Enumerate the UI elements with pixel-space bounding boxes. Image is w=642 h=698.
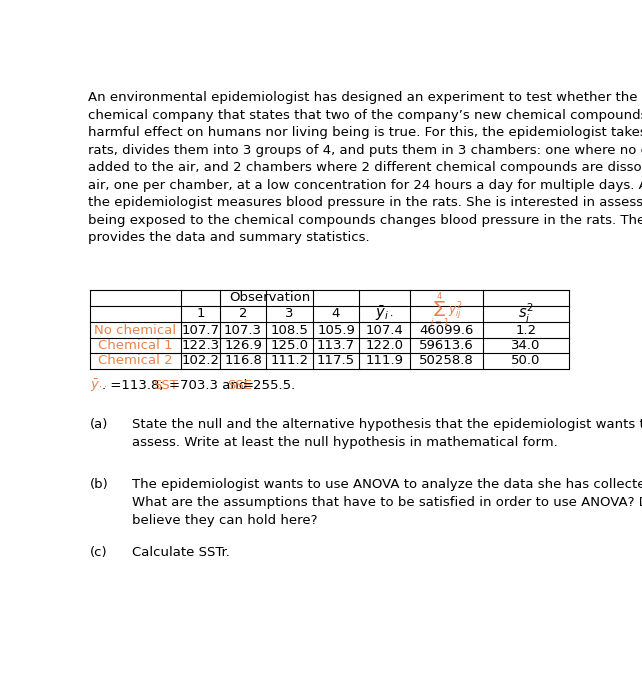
Text: Observation: Observation	[229, 291, 311, 304]
Text: $\bar{y}_{\cdot\cdot}$: $\bar{y}_{\cdot\cdot}$	[89, 378, 107, 394]
Text: 111.2: 111.2	[270, 355, 309, 367]
Text: (c): (c)	[89, 546, 107, 559]
Text: $s_i^2$: $s_i^2$	[518, 302, 534, 325]
Text: 125.0: 125.0	[270, 339, 309, 352]
Text: 126.9: 126.9	[224, 339, 262, 352]
Text: 108.5: 108.5	[270, 324, 308, 336]
Text: 105.9: 105.9	[317, 324, 355, 336]
Text: =703.3 and: =703.3 and	[169, 379, 251, 392]
Text: 113.7: 113.7	[317, 339, 355, 352]
Text: 4: 4	[332, 308, 340, 320]
Text: (a): (a)	[89, 418, 108, 431]
Text: An environmental epidemiologist has designed an experiment to test whether the c: An environmental epidemiologist has desi…	[88, 91, 642, 244]
Text: 107.7: 107.7	[182, 324, 220, 336]
Text: 59613.6: 59613.6	[419, 339, 474, 352]
Text: 3: 3	[285, 308, 294, 320]
Text: 107.3: 107.3	[224, 324, 262, 336]
Text: 50258.8: 50258.8	[419, 355, 474, 367]
Text: 117.5: 117.5	[317, 355, 355, 367]
Text: No chemical: No chemical	[94, 324, 177, 336]
Text: (b): (b)	[89, 478, 108, 491]
Text: $\bar{y}_{i\cdot}$: $\bar{y}_{i\cdot}$	[376, 304, 394, 322]
Text: 1: 1	[196, 308, 205, 320]
Text: =255.5.: =255.5.	[243, 379, 296, 392]
Text: Calculate SSTr.: Calculate SSTr.	[132, 546, 230, 559]
Text: Chemical 2: Chemical 2	[98, 355, 173, 367]
Text: 122.0: 122.0	[365, 339, 403, 352]
Text: . =113.8;: . =113.8;	[102, 379, 172, 392]
Text: 102.2: 102.2	[182, 355, 220, 367]
Text: 46099.6: 46099.6	[419, 324, 474, 336]
Text: 107.4: 107.4	[365, 324, 403, 336]
Text: The epidemiologist wants to use ANOVA to analyze the data she has collected.
Wha: The epidemiologist wants to use ANOVA to…	[132, 478, 642, 527]
Text: 116.8: 116.8	[224, 355, 262, 367]
Text: 2: 2	[239, 308, 247, 320]
Text: 122.3: 122.3	[181, 339, 220, 352]
Text: SSE: SSE	[227, 379, 252, 392]
Text: SST: SST	[153, 379, 178, 392]
Text: Chemical 1: Chemical 1	[98, 339, 173, 352]
Text: State the null and the alternative hypothesis that the epidemiologist wants to
a: State the null and the alternative hypot…	[132, 418, 642, 449]
Text: 34.0: 34.0	[511, 339, 541, 352]
Text: 50.0: 50.0	[511, 355, 541, 367]
Text: $\sum_{j=1}^{4} y_{ij}^2$: $\sum_{j=1}^{4} y_{ij}^2$	[430, 291, 463, 331]
Text: 1.2: 1.2	[516, 324, 537, 336]
Text: 111.9: 111.9	[365, 355, 403, 367]
